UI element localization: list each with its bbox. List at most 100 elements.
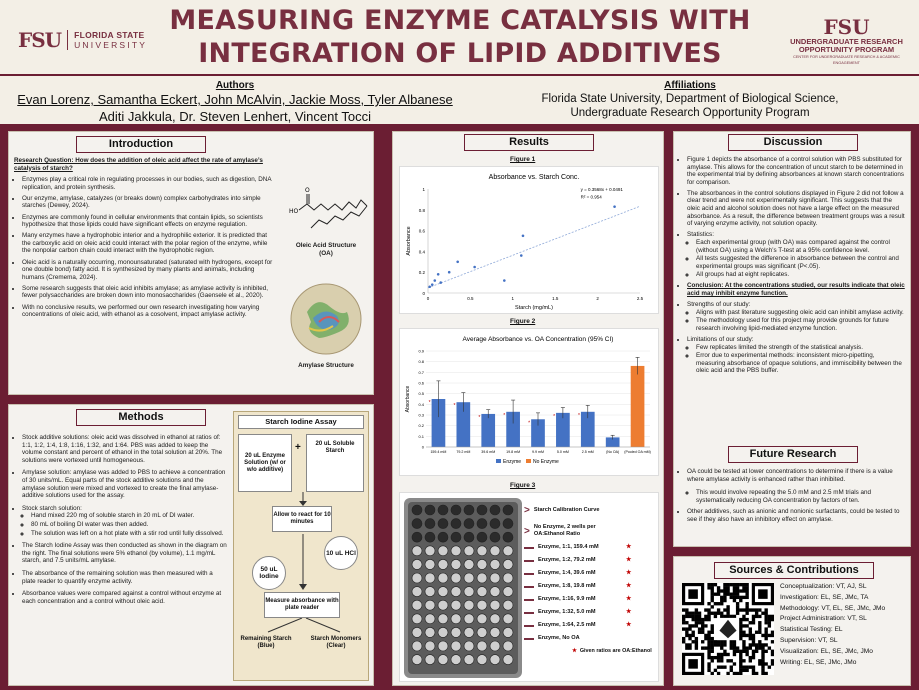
qr-module: [723, 589, 727, 593]
significance-star-icon: ★: [572, 648, 577, 654]
qr-module: [748, 636, 752, 641]
qr-module: [707, 643, 711, 647]
figure2-svg: Average Absorbance vs. OA Concentration …: [405, 336, 651, 465]
discussion-bullet: The absorbances in the control solutions…: [687, 190, 905, 228]
qr-module: [713, 611, 718, 615]
plate-well: [411, 504, 423, 516]
oleic-acid-structure: HO O: [289, 187, 368, 229]
qr-module: [761, 659, 765, 663]
qr-module: [748, 627, 752, 631]
conclusion-bullet: Conclusion: At the concentrations studie…: [687, 282, 905, 297]
qr-module: [739, 589, 743, 593]
x-tick-label: (Pooled OA mM): [624, 450, 651, 454]
starch-monomers-label: Starch Monomers (Clear): [310, 636, 362, 649]
qr-module: [726, 652, 730, 657]
qr-module: [685, 643, 689, 647]
qr-module: [707, 652, 711, 657]
plate-well: [437, 545, 449, 557]
qr-code[interactable]: [682, 583, 775, 676]
qr-module: [732, 592, 737, 596]
methods-sub-bullet: The solution was left on a hot plate wit…: [31, 530, 228, 538]
qr-module: [764, 649, 768, 653]
qr-module: [739, 633, 743, 638]
qr-module: [732, 583, 737, 587]
sources-title: Sources & Contributions: [714, 562, 874, 579]
data-point: [430, 283, 434, 286]
plate-well: [476, 599, 488, 611]
discussion-title: Discussion: [728, 134, 858, 151]
significance-star: *: [478, 415, 480, 421]
qr-module: [688, 627, 692, 631]
plate-legend-title: > Starch Calibration Curve: [524, 506, 658, 516]
qr-module: [739, 652, 743, 657]
y-tick-label: 1: [422, 187, 425, 192]
plate-well: [437, 640, 449, 652]
starch-iodine-assay-diagram: Starch Iodine Assay 20 uL Enzyme Solutio…: [233, 411, 369, 681]
plate-well: [489, 613, 501, 625]
qr-module: [726, 611, 730, 615]
qr-module: [685, 614, 689, 619]
qr-module: [745, 586, 749, 590]
y-axis-label: Absorbance: [406, 226, 412, 255]
qr-module: [732, 671, 737, 676]
plate-well: [437, 559, 449, 570]
qr-module: [770, 640, 775, 644]
plate-legend-row: Enzyme, 1:16, 9.9 mM ★: [524, 596, 658, 603]
plate-well: [424, 531, 436, 543]
qr-finder-core: [688, 589, 698, 599]
qr-module: [713, 614, 718, 619]
plate-well: [450, 518, 462, 529]
chart-title: Average Absorbance vs. OA Concentration …: [463, 336, 614, 343]
assay-title: Starch Iodine Assay: [238, 415, 364, 429]
qr-module: [720, 589, 724, 593]
qr-module: [723, 652, 727, 657]
x-tick-label: (No OA): [606, 450, 619, 454]
qr-module: [742, 617, 746, 622]
qr-module: [723, 586, 727, 590]
oa-caption: Oleic Acid Structure (OA): [281, 242, 371, 257]
qr-module: [716, 671, 721, 676]
y-tick-label: 0.3: [418, 413, 424, 418]
plate-well: [450, 531, 462, 543]
legend-label: No Enzyme: [533, 459, 559, 465]
authors-heading: Authors: [215, 80, 255, 91]
figure2-chart: Average Absorbance vs. OA Concentration …: [399, 328, 659, 476]
introduction-text: Research Question: How does the addition…: [14, 157, 276, 322]
discussion-panel: Discussion Figure 1 depicts the absorban…: [673, 131, 911, 547]
qr-module: [770, 662, 775, 666]
qr-module: [704, 636, 708, 641]
data-point: [447, 270, 451, 274]
intro-bullet: Enzymes play a critical role in regulati…: [22, 176, 276, 191]
data-point: [433, 279, 437, 282]
qr-module: [691, 611, 695, 615]
qr-module: [742, 649, 746, 653]
qr-module: [739, 671, 743, 676]
amylase-caption: Amylase Structure: [298, 362, 354, 369]
methods-panel: Methods Stock additive solutions: oleic …: [8, 404, 374, 686]
plate-well: [411, 586, 423, 597]
qr-module: [739, 649, 743, 653]
qr-module: [729, 583, 733, 587]
qr-module: [751, 640, 756, 644]
authors-line1: Evan Lorenz, Samantha Eckert, John McAlv…: [17, 92, 453, 107]
qr-module: [710, 624, 714, 628]
qr-module: [707, 630, 711, 634]
qr-module: [770, 630, 775, 634]
plate-well: [437, 518, 449, 529]
remaining-starch-label: Remaining Starch (Blue): [240, 636, 292, 649]
intro-bullet: With no conclusive results, we performed…: [22, 304, 276, 319]
qr-module: [761, 643, 765, 647]
discussion-bullet-text: Statistics:: [687, 231, 714, 239]
qr-module: [723, 608, 727, 612]
qr-module: [745, 665, 749, 669]
chevron-right-icon: >: [524, 525, 530, 537]
qr-module: [716, 643, 721, 647]
plate-well: [411, 654, 423, 665]
qr-module: [701, 627, 705, 631]
plate-well: [424, 545, 436, 557]
qr-module: [713, 668, 718, 673]
affiliations-block: Affiliations Florida State University, D…: [470, 80, 910, 119]
qr-module: [751, 633, 756, 638]
plate-well: [450, 586, 462, 597]
bar: [605, 437, 620, 447]
